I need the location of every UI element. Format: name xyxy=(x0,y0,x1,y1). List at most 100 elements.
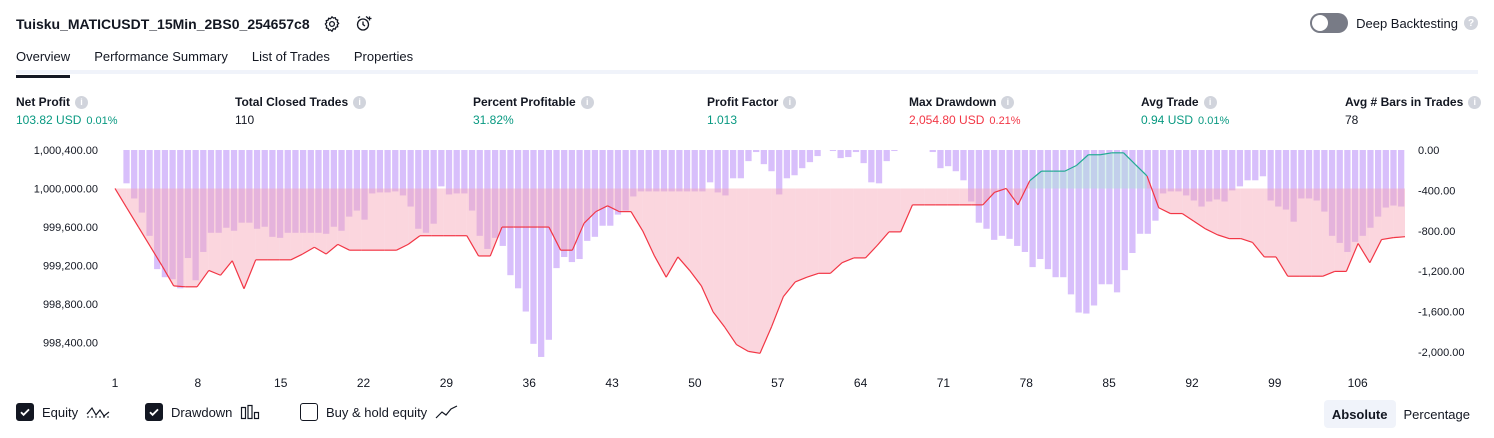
info-icon[interactable]: i xyxy=(75,95,88,109)
equity-line-segment xyxy=(1275,256,1289,277)
drawdown-bar xyxy=(376,150,384,193)
deep-backtesting-toggle[interactable] xyxy=(1310,13,1349,33)
gear-icon[interactable] xyxy=(322,14,342,34)
metric-label: Total Closed Trades xyxy=(235,95,349,109)
help-icon[interactable]: ? xyxy=(1464,16,1478,30)
equity-area xyxy=(806,188,819,278)
drawdown-bar xyxy=(660,150,668,192)
drawdown-bar xyxy=(837,150,844,159)
info-icon[interactable]: i xyxy=(353,95,367,109)
drawdown-bar xyxy=(1229,150,1236,191)
drawdown-bar xyxy=(622,150,629,211)
equity-area xyxy=(1299,188,1312,277)
x-axis-tick-label: 1 xyxy=(112,376,119,390)
legend-drawdown[interactable]: Drawdown xyxy=(145,403,260,421)
tab-properties[interactable]: Properties xyxy=(353,49,414,64)
tab-performance-summary[interactable]: Performance Summary xyxy=(94,49,228,64)
equity-area xyxy=(1381,188,1394,240)
drawdown-bar xyxy=(461,150,468,194)
drawdown-bar xyxy=(760,150,767,165)
drawdown-bar xyxy=(238,150,245,223)
equity-line-segment xyxy=(1381,237,1394,241)
drawdown-bar xyxy=(852,150,860,153)
legend-buy-hold[interactable]: Buy & hold equity xyxy=(300,403,459,421)
drawdown-bar xyxy=(561,150,568,258)
equity-line-segment xyxy=(337,243,350,251)
drawdown-bar xyxy=(1328,150,1336,236)
equity-line-segment xyxy=(1158,207,1171,215)
drawdown-bar xyxy=(468,150,476,211)
equity-line-segment xyxy=(208,269,221,276)
drawdown-bar xyxy=(691,150,698,192)
drawdown-checkbox[interactable] xyxy=(145,403,163,421)
metric-avg-trade: Avg Trade i 0.94 USD 0.01% xyxy=(1141,94,1229,127)
equity-area xyxy=(548,188,561,251)
equity-line-segment xyxy=(1357,243,1371,264)
drawdown-bar xyxy=(1344,150,1351,252)
buy-hold-checkbox[interactable] xyxy=(300,403,318,421)
equity-area xyxy=(1111,152,1124,189)
tab-list-of-trades[interactable]: List of Trades xyxy=(251,49,330,64)
drawdown-bar xyxy=(1175,150,1182,192)
percentage-button[interactable]: Percentage xyxy=(1403,406,1471,422)
equity-area xyxy=(560,188,573,251)
drawdown-bar xyxy=(668,150,675,192)
legend-equity[interactable]: Equity xyxy=(16,403,110,421)
equity-area xyxy=(173,188,186,287)
buy-hold-label: Buy & hold equity xyxy=(326,404,428,420)
absolute-button[interactable]: Absolute xyxy=(1323,400,1396,428)
drawdown-bar xyxy=(131,150,138,199)
info-icon[interactable]: i xyxy=(783,95,797,109)
equity-area xyxy=(197,188,209,287)
drawdown-bars-icon xyxy=(240,404,260,420)
info-icon[interactable]: i xyxy=(1203,95,1217,109)
drawdown-bar xyxy=(1275,150,1282,207)
equity-area xyxy=(666,188,678,278)
equity-area xyxy=(349,188,362,251)
equity-area xyxy=(748,188,760,354)
drawdown-bar xyxy=(1037,150,1044,260)
equity-area xyxy=(302,188,315,255)
equity-line-segment xyxy=(595,205,608,213)
equity-line-segment xyxy=(736,344,749,352)
equity-area xyxy=(1264,188,1276,257)
equity-line-segment xyxy=(771,296,785,327)
equity-line-segment xyxy=(794,276,808,283)
equity-area xyxy=(502,188,514,228)
equity-label: Equity xyxy=(42,404,79,420)
drawdown-bar xyxy=(645,150,652,192)
drawdown-bar xyxy=(783,150,791,179)
info-icon[interactable]: i xyxy=(1468,95,1482,109)
metric-percent-profitable: Percent Profitable i 31.82% xyxy=(473,94,594,127)
equity-line-segment xyxy=(677,256,691,271)
metric-label: Avg # Bars in Trades xyxy=(1345,95,1464,109)
equity-line-segment xyxy=(607,205,620,213)
drawdown-bar xyxy=(215,150,222,233)
equity-line-segment xyxy=(1076,154,1089,166)
equity-area xyxy=(431,188,444,236)
equity-checkbox[interactable] xyxy=(16,403,34,421)
metric-percent: 0.01% xyxy=(1198,115,1230,127)
equity-area xyxy=(642,188,655,256)
info-icon[interactable]: i xyxy=(1001,95,1015,109)
equity-line-segment xyxy=(865,244,878,259)
equity-area xyxy=(654,188,667,278)
equity-area xyxy=(185,188,198,287)
x-axis-tick-label: 85 xyxy=(1102,376,1116,390)
drawdown-bar xyxy=(169,150,176,280)
drawdown-bar xyxy=(307,150,314,233)
tab-overview[interactable]: Overview xyxy=(16,44,71,78)
drawdown-bar xyxy=(1029,150,1036,268)
equity-area xyxy=(853,188,866,258)
add-alert-icon[interactable] xyxy=(354,14,374,34)
info-icon[interactable]: i xyxy=(580,95,594,109)
equity-area xyxy=(537,188,549,228)
equity-line-segment xyxy=(231,260,245,289)
equity-area xyxy=(971,188,983,205)
equity-line-segment xyxy=(1181,213,1195,222)
equity-line-segment xyxy=(759,326,773,354)
equity-line-segment xyxy=(1005,188,1019,206)
equity-line-segment xyxy=(700,285,714,313)
drawdown-bar xyxy=(1113,150,1121,293)
x-axis-tick-label: 29 xyxy=(440,376,454,390)
